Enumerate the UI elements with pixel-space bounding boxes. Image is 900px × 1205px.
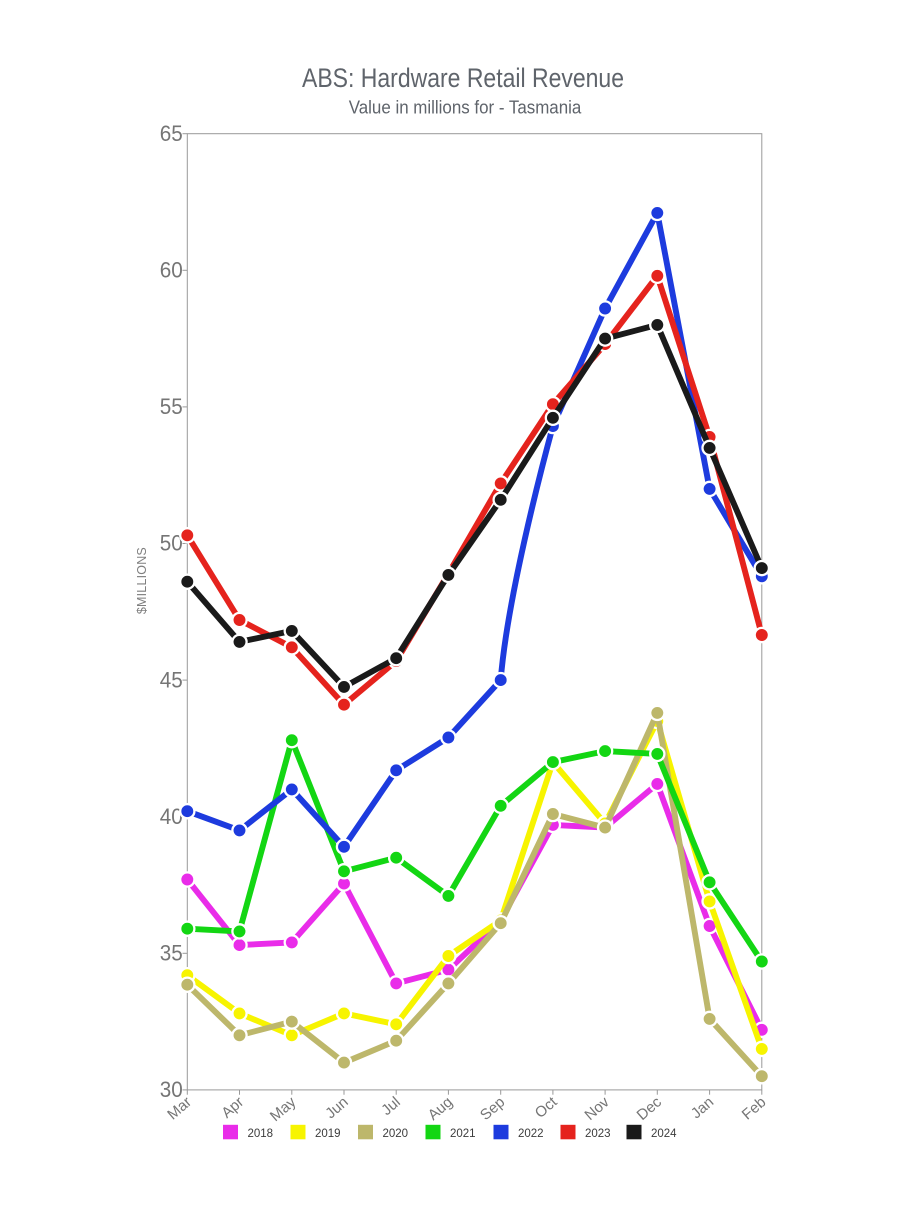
svg-text:40: 40 [160,804,183,829]
svg-text:30: 30 [160,1078,183,1103]
svg-text:2022: 2022 [518,1128,544,1140]
svg-text:50: 50 [160,531,183,556]
svg-text:2023: 2023 [585,1128,611,1140]
svg-text:55: 55 [160,395,183,420]
svg-text:35: 35 [160,941,183,966]
svg-text:ABS: Hardware Retail Revenue: ABS: Hardware Retail Revenue [302,65,624,94]
svg-text:60: 60 [160,258,183,283]
svg-text:2021: 2021 [450,1128,476,1140]
svg-text:2019: 2019 [315,1128,341,1140]
svg-text:65: 65 [160,121,183,146]
svg-text:2018: 2018 [248,1128,274,1140]
svg-text:2024: 2024 [651,1128,677,1140]
svg-text:$MILLIONS: $MILLIONS [135,547,149,614]
svg-text:Value in millions for - Tasman: Value in millions for - Tasmania [349,97,582,118]
svg-text:2020: 2020 [383,1128,409,1140]
svg-text:45: 45 [160,668,183,693]
